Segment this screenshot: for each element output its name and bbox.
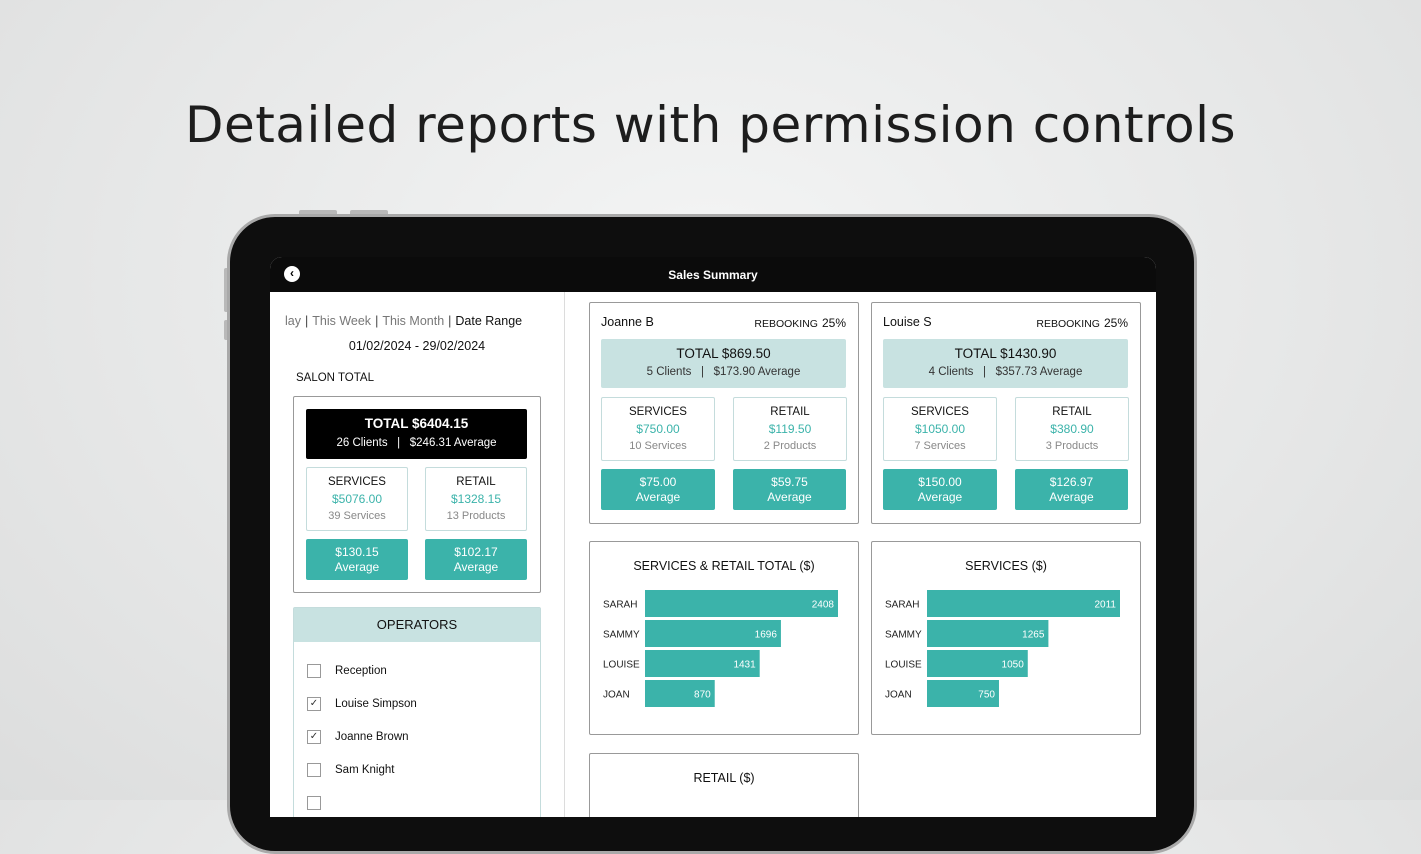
salon-total-amount: TOTAL $6404.15 [364,416,469,431]
staff-name: Joanne B [601,315,654,329]
chevron-left-icon[interactable]: ‹ [284,266,300,282]
bar-value-label: 1050 [1002,660,1025,671]
bar-sammy [927,620,1049,647]
chart-services: SARAH 2011 SAMMY 1265 LOUISE 1050 JOAN 750 [885,590,1120,707]
operator-joanne-brown[interactable]: ✓ Joanne Brown [307,730,409,744]
rebooking-rate: REBOOKING 25% [1036,316,1128,330]
salon-total-meta: 26 Clients | $246.31 Average [336,437,497,449]
staff-total: TOTAL $1430.90 4 Clients | $357.73 Avera… [883,339,1128,388]
tab-today[interactable]: lay [285,314,301,328]
staff-card-joanne: Joanne B REBOOKING 25% TOTAL $869.50 5 Cl… [589,302,859,524]
bar-category-label: SAMMY [885,630,922,641]
checkbox-checked-icon[interactable]: ✓ [307,697,321,711]
operators-panel: OPERATORS Reception ✓ Louise Simpson ✓ Joa… [293,607,541,817]
salon-services-average-button[interactable]: $130.15 Average [306,539,408,580]
bar-value-label: 750 [978,690,995,701]
bar-value-label: 870 [694,690,711,701]
bar-sammy [645,620,781,647]
bar-category-label: JOAN [603,690,630,701]
checkbox-checked-icon[interactable]: ✓ [307,730,321,744]
staff-card-louise: Louise S REBOOKING 25% TOTAL $1430.90 4 C… [871,302,1141,524]
staff-services-box: SERVICES $750.00 10 Services [601,397,715,461]
bar-value-label: 1431 [733,660,756,671]
chart-card-total: SERVICES & RETAIL TOTAL ($) SARAH 2408 SAM… [589,541,859,735]
date-range-value[interactable]: 01/02/2024 - 29/02/2024 [348,339,486,353]
chart-card-services: SERVICES ($) SARAH 2011 SAMMY 1265 LOUISE 105… [871,541,1141,735]
bar-value-label: 2011 [1094,600,1116,611]
staff-services-box: SERVICES $1050.00 7 Services [883,397,997,461]
headline: Detailed reports with permission control… [184,96,1237,154]
bar-sarah [927,590,1120,617]
tablet-button [350,210,388,216]
bar-value-label: 1265 [1022,630,1045,641]
rebooking-rate: REBOOKING 25% [754,316,846,330]
bar-louise [645,650,760,677]
range-tabs: lay | This Week | This Month | Date Range [285,314,523,328]
salon-total-card: TOTAL $6404.15 26 Clients | $246.31 Aver… [293,396,541,593]
operator-sam-knight[interactable]: Sam Knight [307,763,394,777]
bar-joan [927,680,999,707]
checkbox-icon[interactable] [307,763,321,777]
chart-card-retail: RETAIL ($) [589,753,859,817]
staff-retail-box: RETAIL $380.90 3 Products [1015,397,1129,461]
staff-services-average-button[interactable]: $150.00 Average [883,469,997,510]
left-panel: lay | This Week | This Month | Date Range 01/0… [270,292,565,817]
staff-total: TOTAL $869.50 5 Clients | $173.90 Averag… [601,339,846,388]
tablet-button [299,210,337,216]
salon-services-box: SERVICES $5076.00 39 Services [306,467,408,531]
operator-partial[interactable] [307,796,335,810]
tablet-side-button [224,320,229,340]
tab-this-month[interactable]: This Month [382,314,445,328]
checkbox-icon[interactable] [307,664,321,678]
bar-value-label: 1696 [755,630,778,641]
bar-joan [645,680,715,707]
right-panel: Joanne B REBOOKING 25% TOTAL $869.50 5 Cl… [565,292,1156,817]
bar-category-label: JOAN [885,690,912,701]
checkbox-icon[interactable] [307,796,321,810]
operator-louise-simpson[interactable]: ✓ Louise Simpson [307,697,417,711]
top-bar: ‹ Sales Summary [270,257,1156,292]
salon-total-summary: TOTAL $6404.15 26 Clients | $246.31 Aver… [306,409,527,459]
bar-value-label: 2408 [812,600,835,611]
chart-title: SERVICES ($) [965,559,1047,573]
tab-this-week[interactable]: This Week [312,314,372,328]
operators-title: OPERATORS [294,608,540,642]
app-screen: ‹ Sales Summary lay | This Week | This Month… [270,257,1156,817]
staff-services-average-button[interactable]: $75.00 Average [601,469,715,510]
staff-retail-average-button[interactable]: $59.75 Average [733,469,846,510]
tab-date-range[interactable]: Date Range [455,314,523,328]
bar-category-label: LOUISE [603,660,640,671]
salon-retail-average-button[interactable]: $102.17 Average [425,539,527,580]
chart-title: SERVICES & RETAIL TOTAL ($) [633,559,815,573]
chart-total: SARAH 2408 SAMMY 1696 LOUISE 1431 JOAN 870 [603,590,838,707]
bar-sarah [645,590,838,617]
staff-retail-box: RETAIL $119.50 2 Products [733,397,847,461]
tablet-side-button [224,268,229,312]
bar-category-label: SAMMY [603,630,640,641]
staff-name: Louise S [883,315,932,329]
bar-category-label: SARAH [885,600,919,611]
chart-title: RETAIL ($) [693,771,755,785]
operator-reception[interactable]: Reception [307,664,387,678]
bar-louise [927,650,1028,677]
screen-title: Sales Summary [668,267,758,282]
bar-category-label: LOUISE [885,660,922,671]
staff-retail-average-button[interactable]: $126.97 Average [1015,469,1128,510]
bar-category-label: SARAH [603,600,637,611]
salon-retail-box: RETAIL $1328.15 13 Products [425,467,527,531]
salon-total-label: SALON TOTAL [296,372,374,384]
